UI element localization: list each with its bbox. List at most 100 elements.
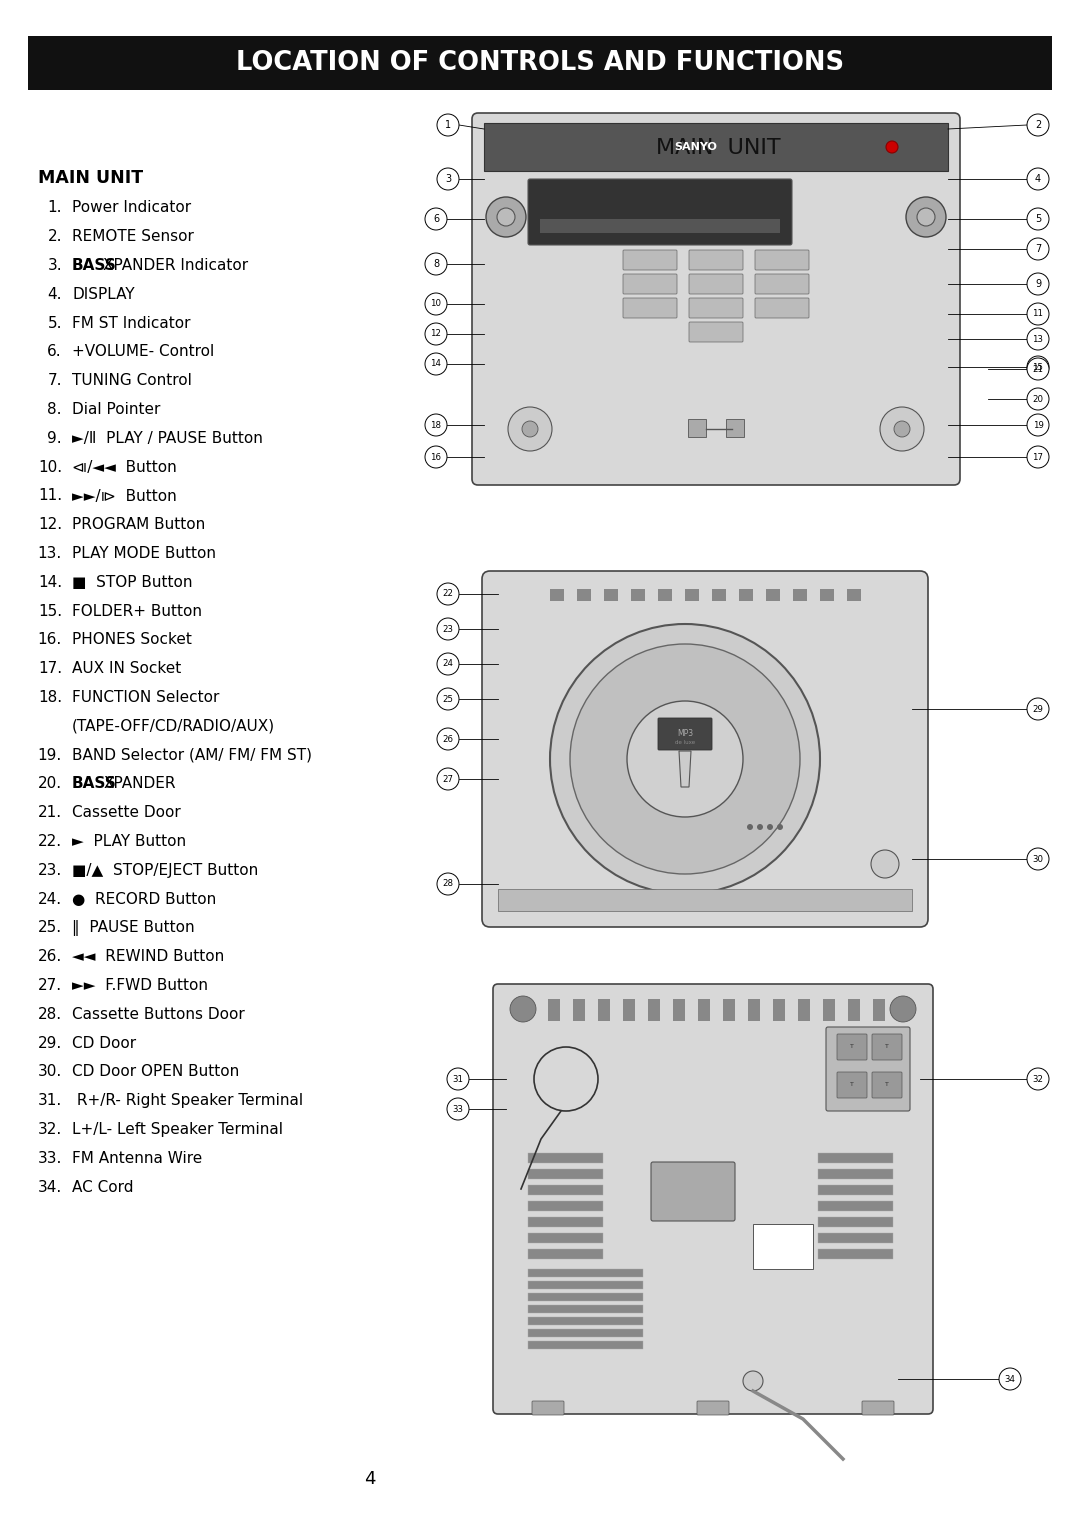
Circle shape [426,353,447,375]
Bar [528,1341,643,1349]
Text: Power Indicator: Power Indicator [72,200,191,216]
Text: 15.: 15. [38,604,62,619]
Text: 30.: 30. [38,1064,62,1079]
Bar [823,998,835,1021]
Bar [540,219,780,232]
Text: R+/R- Right Speaker Terminal: R+/R- Right Speaker Terminal [72,1093,303,1109]
Circle shape [777,824,783,830]
Text: 28: 28 [443,879,454,888]
Circle shape [880,407,924,451]
Bar [528,1269,643,1277]
Circle shape [1027,388,1049,410]
Text: 27.: 27. [38,979,62,994]
Bar [685,589,699,601]
Text: 2.: 2. [48,229,62,245]
Text: 7.: 7. [48,373,62,388]
FancyBboxPatch shape [872,1072,902,1098]
FancyBboxPatch shape [689,251,743,271]
Bar [550,589,564,601]
Text: BASS: BASS [72,777,117,792]
FancyBboxPatch shape [689,298,743,318]
Text: 16.: 16. [38,633,62,647]
Text: 22.: 22. [38,835,62,849]
Text: CD Door: CD Door [72,1035,136,1050]
Bar [658,589,672,601]
Bar [818,1153,893,1164]
Text: 4: 4 [1035,174,1041,183]
Text: 11.: 11. [38,488,62,503]
Bar [528,1249,603,1258]
Text: PROGRAM Button: PROGRAM Button [72,517,205,532]
Text: ‖  PAUSE Button: ‖ PAUSE Button [72,920,194,936]
Text: 1: 1 [445,119,451,130]
Text: 29.: 29. [38,1035,62,1050]
Bar [818,1249,893,1258]
Text: 10.: 10. [38,460,62,474]
Circle shape [426,252,447,275]
Text: ◄◄  REWIND Button: ◄◄ REWIND Button [72,950,225,965]
Text: T: T [850,1083,854,1087]
Bar [528,1294,643,1301]
FancyBboxPatch shape [755,251,809,271]
Text: 6: 6 [433,214,440,225]
Circle shape [437,688,459,709]
Circle shape [437,653,459,674]
FancyBboxPatch shape [651,1162,735,1222]
Circle shape [743,1372,762,1391]
Text: 13: 13 [1032,335,1043,344]
Circle shape [426,208,447,229]
Text: T: T [850,1044,854,1049]
Bar [847,589,861,601]
FancyBboxPatch shape [697,1401,729,1414]
Text: Cassette Door: Cassette Door [72,806,180,820]
Text: de luxe: de luxe [675,740,696,746]
FancyBboxPatch shape [482,570,928,927]
Bar [648,998,660,1021]
Circle shape [890,995,916,1021]
Circle shape [870,850,899,878]
Text: 33.: 33. [38,1151,62,1167]
Text: 2: 2 [1035,119,1041,130]
Circle shape [437,728,459,751]
FancyBboxPatch shape [532,1401,564,1414]
Text: ►►/⧐  Button: ►►/⧐ Button [72,488,177,503]
Text: 31.: 31. [38,1093,62,1109]
Circle shape [999,1368,1021,1390]
Text: 17.: 17. [38,662,62,676]
Text: AUX IN Socket: AUX IN Socket [72,662,181,676]
Bar [28,37,1052,90]
Text: 4.: 4. [48,287,62,301]
Text: ⧏/◄◄  Button: ⧏/◄◄ Button [72,460,177,474]
Text: 17: 17 [1032,453,1043,462]
Bar [548,998,561,1021]
Circle shape [426,446,447,468]
Text: SANYO: SANYO [675,142,717,151]
Text: 34: 34 [1004,1375,1015,1384]
Text: 23.: 23. [38,862,62,878]
FancyBboxPatch shape [755,298,809,318]
Circle shape [550,624,820,894]
Text: MP3: MP3 [677,728,693,737]
Text: 30: 30 [1032,855,1043,864]
Text: 24.: 24. [38,891,62,907]
Circle shape [426,294,447,315]
Text: ■  STOP Button: ■ STOP Button [72,575,192,590]
FancyBboxPatch shape [623,274,677,294]
Text: AC Cord: AC Cord [72,1180,134,1194]
Text: 20.: 20. [38,777,62,792]
Text: LOCATION OF CONTROLS AND FUNCTIONS: LOCATION OF CONTROLS AND FUNCTIONS [235,50,845,76]
FancyBboxPatch shape [492,985,933,1414]
Circle shape [437,768,459,790]
Bar [528,1185,603,1196]
Circle shape [627,700,743,816]
FancyBboxPatch shape [623,298,677,318]
Text: 25: 25 [443,694,454,703]
FancyBboxPatch shape [755,274,809,294]
Text: DISPLAY: DISPLAY [72,287,135,301]
Text: 11: 11 [1032,309,1043,318]
Text: 23: 23 [443,624,454,633]
Circle shape [426,414,447,436]
Bar [528,1316,643,1326]
Text: +VOLUME- Control: +VOLUME- Control [72,344,214,359]
Text: MAIN UNIT: MAIN UNIT [38,170,144,187]
